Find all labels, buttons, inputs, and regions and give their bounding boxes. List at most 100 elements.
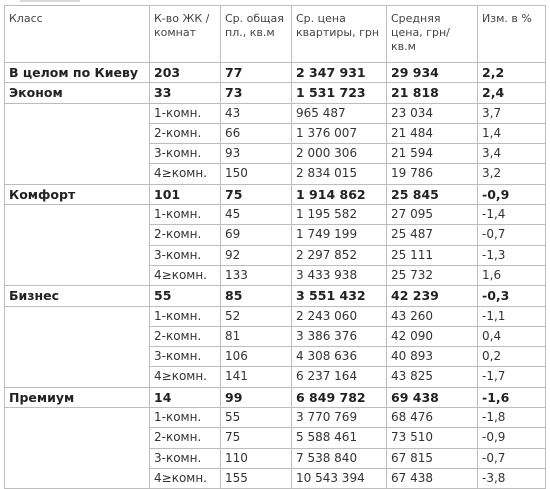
cell-change: -1,7: [477, 366, 546, 388]
cell-price-per-m2: 43 260: [386, 305, 478, 327]
cell-room-type: 3-комн.: [149, 346, 221, 368]
cell-class-name: Комфорт: [4, 183, 150, 206]
cell-area: 77: [220, 61, 292, 84]
cell-room-type: 1-комн.: [149, 305, 221, 327]
cell-price-per-m2: 67 438: [386, 467, 478, 489]
cell-change: 1,6: [477, 264, 546, 287]
cell-price-per-m2: 42 239: [386, 285, 478, 307]
cell-price-per-m2: 68 476: [386, 407, 478, 429]
cell-area: 75: [220, 183, 292, 206]
table-row-category: В целом по Киеву 203 77 2 347 931 29 934 2,2: [4, 61, 546, 84]
cell-change: 3,7: [477, 102, 546, 124]
cell-price: 2 243 060: [291, 305, 387, 327]
cell-change: -0,9: [477, 427, 546, 449]
table-row-room-type: 1-комн. 45 1 195 582 27 095 -1,4: [4, 204, 546, 287]
cell-price-per-m2: 42 090: [386, 325, 478, 348]
cell-change: -1,1: [477, 305, 546, 327]
cell-blank: [4, 204, 150, 287]
cell-room-type: 1-комн.: [149, 407, 221, 429]
cell-class-name: Бизнес: [4, 285, 150, 307]
cell-area: 133: [220, 264, 292, 287]
cell-room-type: 1-комн.: [149, 102, 221, 124]
cell-price-per-m2: 43 825: [386, 366, 478, 388]
header-row: Класс К-во ЖК / комнат Ср. общая пл., кв…: [4, 5, 546, 63]
cell-change: -1,4: [477, 204, 546, 226]
cell-area: 45: [220, 204, 292, 226]
cell-area: 66: [220, 122, 292, 145]
cell-area: 150: [220, 163, 292, 185]
header-count: К-во ЖК / комнат: [149, 5, 221, 63]
cell-class-name: Премиум: [4, 386, 150, 409]
cell-price: 1 749 199: [291, 224, 387, 246]
cell-price-per-m2: 25 732: [386, 264, 478, 287]
cell-blank: [4, 102, 150, 185]
cell-count: 55: [149, 285, 221, 307]
cell-area: 106: [220, 346, 292, 368]
cell-area: 99: [220, 386, 292, 409]
table-row-room-type: 3-комн. 92 2 297 852 25 111 -1,3: [5, 244, 546, 266]
header-price: Ср. цена квартиры, грн: [291, 5, 387, 63]
cell-change: -0,3: [477, 285, 546, 307]
cell-change: -3,8: [477, 467, 546, 489]
table-row-room-type: 4≥комн. 150 2 834 015 19 786 3,2: [5, 163, 546, 185]
cell-class-name: В целом по Киеву: [4, 61, 150, 84]
table-row-room-type: 2-комн. 81 3 386 376 42 090 0,4: [5, 325, 546, 348]
cell-price: 965 487: [291, 102, 387, 124]
cell-price: 5 588 461: [291, 427, 387, 449]
cell-room-type: 1-комн.: [149, 204, 221, 226]
cell-room-type: 2-комн.: [149, 427, 221, 449]
cell-price: 2 000 306: [291, 143, 387, 165]
cell-area: 141: [220, 366, 292, 388]
cell-room-type: 3-комн.: [149, 447, 221, 469]
cell-price-per-m2: 25 111: [386, 244, 478, 266]
cell-change: -0,9: [477, 183, 546, 206]
table-header: Класс К-во ЖК / комнат Ср. общая пл., кв…: [4, 5, 546, 63]
cell-area: 52: [220, 305, 292, 327]
cell-price: 1 195 582: [291, 204, 387, 226]
cell-area: 93: [220, 143, 292, 165]
cell-price: 3 551 432: [291, 285, 387, 307]
cell-price: 1 531 723: [291, 82, 387, 104]
cell-count: 101: [149, 183, 221, 206]
cell-change: 3,4: [477, 143, 546, 165]
table-row-room-type: 4≥комн. 141 6 237 164 43 825 -1,7: [5, 366, 546, 388]
cell-price: 3 770 769: [291, 407, 387, 429]
cell-price-per-m2: 69 438: [386, 386, 478, 409]
cell-price-per-m2: 73 510: [386, 427, 478, 449]
cell-area: 69: [220, 224, 292, 246]
cell-area: 55: [220, 407, 292, 429]
cell-room-type: 4≥комн.: [149, 163, 221, 185]
cell-price-per-m2: 21 594: [386, 143, 478, 165]
table-body: В целом по Киеву 203 77 2 347 931 29 934 2,2 Э…: [4, 61, 546, 489]
cell-price: 2 347 931: [291, 61, 387, 84]
header-change: Изм. в %: [477, 5, 546, 63]
cell-price: 7 538 840: [291, 447, 387, 469]
top-edge-line: [0, 0, 550, 5]
cell-change: -1,6: [477, 386, 546, 409]
table-row-room-type: 1-комн. 43 965 487 23 034 3,7: [4, 102, 546, 185]
table-row-room-type: 2-комн. 69 1 749 199 25 487 -0,7: [5, 224, 546, 246]
cell-room-type: 4≥комн.: [149, 366, 221, 388]
cell-price-per-m2: 21 484: [386, 122, 478, 145]
cell-area: 43: [220, 102, 292, 124]
cell-price-per-m2: 19 786: [386, 163, 478, 185]
header-area: Ср. общая пл., кв.м: [220, 5, 292, 63]
table-row-room-type: 4≥комн. 133 3 433 938 25 732 1,6: [5, 264, 546, 287]
cell-count: 203: [149, 61, 221, 84]
cell-change: 0,4: [477, 325, 546, 348]
cell-price: 3 433 938: [291, 264, 387, 287]
cell-price: 6 237 164: [291, 366, 387, 388]
table-row-room-type: 1-комн. 55 3 770 769 68 476 -1,8: [4, 407, 546, 489]
cell-change: 3,2: [477, 163, 546, 185]
cell-change: 0,2: [477, 346, 546, 368]
cell-price-per-m2: 67 815: [386, 447, 478, 469]
cell-class-name: Эконом: [4, 82, 150, 104]
cell-room-type: 2-комн.: [149, 122, 221, 145]
cell-area: 81: [220, 325, 292, 348]
cell-room-type: 4≥комн.: [149, 467, 221, 489]
cell-price-per-m2: 25 487: [386, 224, 478, 246]
cell-change: -1,3: [477, 244, 546, 266]
cell-count: 33: [149, 82, 221, 104]
cell-room-type: 3-комн.: [149, 244, 221, 266]
table-row-room-type: 2-комн. 66 1 376 007 21 484 1,4: [5, 122, 546, 145]
